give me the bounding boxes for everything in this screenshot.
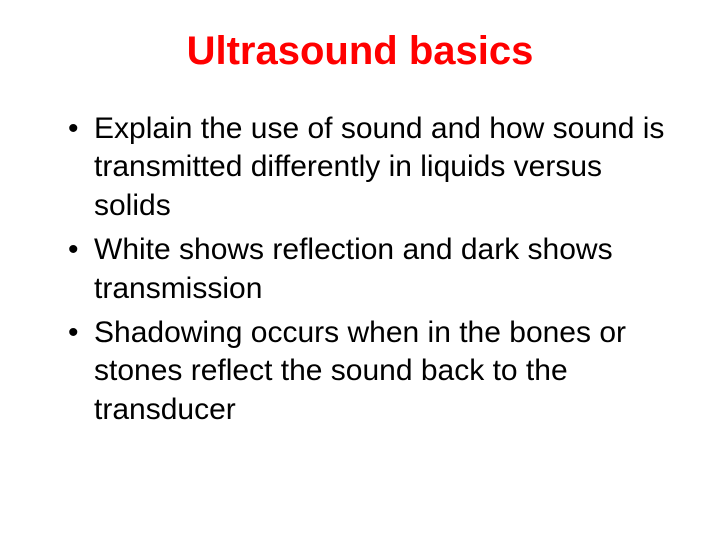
- list-item: Shadowing occurs when in the bones or st…: [68, 314, 670, 429]
- list-item: Explain the use of sound and how sound i…: [68, 110, 670, 225]
- bullet-list: Explain the use of sound and how sound i…: [50, 110, 670, 429]
- slide: Ultrasound basics Explain the use of sou…: [0, 0, 720, 540]
- list-item: White shows reflection and dark shows tr…: [68, 231, 670, 308]
- slide-title: Ultrasound basics: [50, 28, 670, 74]
